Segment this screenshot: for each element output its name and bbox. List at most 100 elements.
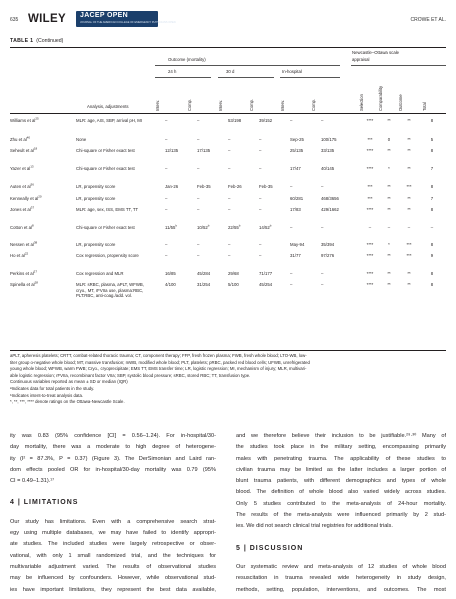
table-cell-30d-comp: 45/254 bbox=[259, 282, 273, 287]
table-cell-study: Cotton et al8 bbox=[10, 223, 34, 230]
table-cell-30d-interv: – bbox=[228, 253, 231, 258]
reference-superscript: 37 bbox=[30, 205, 35, 210]
table-cell-hosp-interv: 17/83 bbox=[290, 207, 301, 212]
table-cell-comparability: ** bbox=[387, 282, 391, 287]
col-hosp-comp: Comp. bbox=[311, 98, 316, 111]
footnote-line: young whole blood; WFWB, warm FWB; Cryo.… bbox=[10, 366, 307, 372]
body-text-line: ies have important limitations, they rep… bbox=[10, 586, 216, 593]
table-cell-total: – bbox=[430, 225, 434, 230]
body-text-line: ies. We did not search clinical trial re… bbox=[236, 523, 393, 530]
col-30d-comp: Comp. bbox=[249, 98, 254, 111]
reference-superscript: 40 bbox=[26, 135, 31, 140]
spacer bbox=[10, 509, 216, 517]
table-cell-hosp-comp: – bbox=[321, 118, 324, 123]
publisher-logo: WILEY bbox=[28, 13, 66, 25]
table-cell-selection: **** bbox=[366, 242, 374, 247]
table-cell-adjustments: Chi-square or Fisher exact test bbox=[76, 225, 135, 230]
table-cell-total: 5 bbox=[430, 137, 434, 142]
table-cell-comparability: ** bbox=[387, 207, 391, 212]
body-text-line: egy using multiple databases, we may hav… bbox=[10, 530, 216, 537]
footnote-line: aPLT, apheresis platelets; CRTT, combat-… bbox=[10, 353, 307, 358]
table-cell-total: 8 bbox=[430, 271, 434, 276]
table-cell-30d-comp: 39/152 bbox=[259, 118, 273, 123]
table-cell-outcome: ** bbox=[407, 166, 411, 171]
table-cell-hosp-comp: 35/394 bbox=[321, 242, 335, 247]
table-cell-hosp-interv: – bbox=[290, 184, 293, 189]
table-cell-total: 8 bbox=[430, 282, 434, 287]
table-cell-24h-comp: 31/254 bbox=[197, 282, 211, 287]
body-text-line: the studies took place in the military s… bbox=[236, 444, 446, 451]
table-cell-comparability: ** bbox=[387, 271, 391, 276]
table-title: TABLE 1 (Continued) bbox=[10, 38, 63, 44]
table-cell-30d-comp: – bbox=[259, 242, 262, 247]
reference-superscript: 8 bbox=[31, 223, 34, 228]
body-text-line: multivariable adjustment varied. The res… bbox=[10, 563, 216, 570]
table-cell-24h-interv: – bbox=[165, 253, 168, 258]
table-cell-hosp-interv: May-94 bbox=[290, 242, 305, 247]
table-cell-24h-comp: – bbox=[197, 166, 200, 171]
table-cell-30d-interv: – bbox=[228, 207, 231, 212]
table-cell-30d-comp: 71/177 bbox=[259, 271, 273, 276]
table-cell-outcome: ** bbox=[407, 148, 411, 153]
body-text-line: methods, setting, population, interventi… bbox=[236, 586, 446, 593]
table-cell-24h-comp: – bbox=[197, 137, 200, 142]
table-cell-outcome: *** bbox=[406, 184, 412, 189]
table-cell-selection: *** bbox=[367, 137, 373, 142]
table-cell-24h-interv: – bbox=[165, 207, 168, 212]
table-cell-30d-interv: – bbox=[228, 137, 231, 142]
body-text-line: ity was 0.83 (95% confidence [CI] = 0.56… bbox=[10, 433, 216, 439]
body-text-line: ate studies. The included studies were l… bbox=[10, 541, 216, 548]
table-cell-30d-interv: – bbox=[228, 148, 231, 153]
reference-superscript: 25 bbox=[35, 116, 39, 121]
table-cell-adjustments: LR, propensity score bbox=[76, 196, 116, 201]
table-cell-adjustments: None bbox=[76, 137, 87, 142]
table-cell-24h-interv: 12/135 bbox=[165, 148, 179, 153]
subrule-24h bbox=[155, 77, 211, 78]
reference-superscript: 38 bbox=[33, 240, 38, 245]
table-cell-24h-interv: – bbox=[165, 137, 168, 142]
footnote-marker: b bbox=[175, 223, 178, 228]
col-comparability: Comparability bbox=[378, 85, 383, 111]
subhead-in-hospital: In-hospital bbox=[282, 69, 302, 74]
col-hosp-interv: Interv. bbox=[280, 99, 285, 111]
limitations-heading: 4 | LIMITATIONS bbox=[10, 499, 79, 507]
table-cell-hosp-interv: 31/77 bbox=[290, 253, 301, 258]
footnote-line: *, **, ***, **** denote ratings on the O… bbox=[10, 399, 125, 405]
reference-superscript: 22 bbox=[24, 251, 29, 256]
table-cell-hosp-comp: 40/145 bbox=[321, 166, 335, 171]
table-cell-hosp-comp: – bbox=[321, 282, 324, 287]
table-cell-selection: **** bbox=[366, 166, 374, 171]
table-cell-24h-comp: 17/135 bbox=[197, 148, 211, 153]
table-cell-study: Ho et al22 bbox=[10, 251, 29, 258]
table-cell-24h-interv: 11/55b bbox=[165, 223, 178, 230]
table-cell-30d-interv: 29/68 bbox=[228, 271, 239, 276]
table-cell-comparability: ** bbox=[387, 196, 391, 201]
table-cell-selection: *** bbox=[367, 196, 373, 201]
table-cell-total: 7 bbox=[430, 166, 434, 171]
reference-superscript: 28 bbox=[34, 280, 38, 285]
table-cell-24h-interv: 16/85 bbox=[165, 271, 176, 276]
table-cell-hosp-comp: – bbox=[321, 271, 324, 276]
table-cell-hosp-interv: Sep-25 bbox=[290, 137, 304, 142]
table-cell-outcome: ** bbox=[407, 137, 411, 142]
table-cell-total: 8 bbox=[430, 184, 434, 189]
table-cell-30d-comp: – bbox=[259, 207, 262, 212]
table-cell-outcome: – bbox=[407, 225, 411, 230]
col-outcome: Outcome bbox=[398, 94, 403, 111]
journal-name: JACEP OPEN bbox=[80, 12, 128, 19]
table-cell-selection: **** bbox=[366, 271, 374, 276]
table-cell-total: 8 bbox=[430, 242, 434, 247]
body-text-line: Only 5 studies contributed to the meta-a… bbox=[236, 500, 446, 507]
table-cell-24h-comp: – bbox=[197, 196, 200, 201]
table-cell-30d-comp: 14/52b bbox=[259, 223, 272, 230]
table-cell-outcome: ** bbox=[407, 118, 411, 123]
body-text-line: Our study has limitations. Even with a c… bbox=[10, 518, 216, 525]
subrule-in-hospital bbox=[280, 77, 340, 78]
table-cell-hosp-interv: 60/281 bbox=[290, 196, 304, 201]
table-cell-hosp-interv: 25/135 bbox=[290, 148, 304, 153]
table-cell-total: 8 bbox=[430, 118, 434, 123]
table-cell-hosp-comp: 429/1662 bbox=[321, 207, 339, 212]
group-nos-label-line2: appraisal bbox=[352, 57, 370, 62]
table-top-rule bbox=[10, 47, 446, 48]
page-header: 635 WILEY JACEP OPEN JOURNAL OF THE AMER… bbox=[10, 8, 446, 30]
